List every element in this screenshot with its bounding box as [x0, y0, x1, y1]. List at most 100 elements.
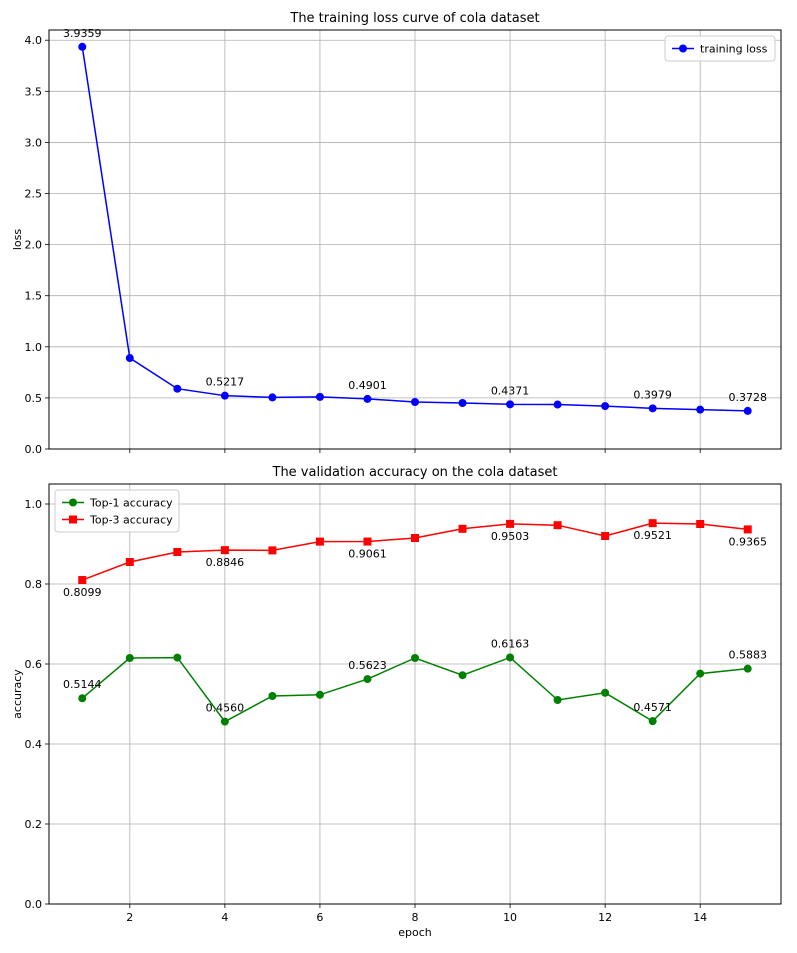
data-labels: 0.5144 0.4560 0.5623 0.6163 0.4571 0.5883 0.80…	[63, 529, 767, 714]
legend-marker	[69, 515, 77, 524]
plot-frame	[48, 29, 782, 450]
data-point	[458, 671, 467, 680]
data-label: 0.8846	[206, 556, 245, 569]
data-label: 0.9061	[348, 548, 387, 561]
x-ticks	[129, 449, 701, 453]
data-label: 0.4560	[206, 702, 245, 715]
data-label: 0.5217	[206, 376, 245, 389]
y-tick-label: 0.4	[25, 738, 43, 751]
data-label: 0.4371	[491, 384, 530, 397]
data-point	[363, 675, 372, 684]
data-point	[553, 400, 562, 409]
x-tick-label: 10	[503, 911, 517, 924]
data-point	[696, 669, 705, 678]
data-labels: 3.9359 0.5217 0.4901 0.4371 0.3979 0.3728	[63, 27, 767, 404]
data-label: 0.9503	[491, 530, 530, 543]
legend-box	[54, 489, 180, 533]
data-point	[553, 696, 562, 704]
legend-marker	[679, 44, 687, 53]
data-point	[411, 397, 419, 406]
y-tick-label: 2.5	[25, 188, 43, 201]
data-point	[363, 394, 372, 403]
data-point	[553, 521, 562, 530]
y-tick-label: 2.0	[25, 239, 43, 252]
data-label: 0.5883	[728, 649, 767, 662]
y-tick-label: 1.5	[25, 290, 43, 303]
y-tick-label: 3.5	[25, 85, 43, 98]
y-tick-label: 0.5	[25, 392, 43, 405]
legend-marker	[69, 498, 77, 507]
data-point	[220, 717, 229, 726]
data-point	[268, 692, 277, 700]
data-point	[411, 654, 419, 662]
legend: Top-1 accuracy Top-3 accuracy	[54, 489, 180, 533]
data-point	[506, 653, 515, 662]
data-point	[743, 525, 752, 534]
data-point	[173, 384, 182, 393]
x-axis-label: epoch	[398, 926, 432, 939]
data-point	[506, 519, 515, 528]
x-tick-label: 8	[412, 911, 419, 924]
series-layer	[78, 519, 752, 726]
y-tick-label: 1.0	[25, 341, 43, 354]
x-tick-label: 6	[316, 911, 323, 924]
y-tick-label: 0.0	[25, 898, 43, 911]
data-point	[173, 653, 182, 662]
legend-label: Top-3 accuracy	[89, 514, 173, 527]
y-tick-label: 0.2	[25, 818, 43, 831]
data-point	[125, 558, 134, 566]
data-point	[696, 520, 705, 528]
y-tick-label: 0.0	[25, 443, 43, 456]
data-label: 0.5144	[63, 678, 102, 691]
y-ticks: 0.0 0.5 1.0 1.5 2.0 2.5 3.0 3.5 4.0	[25, 34, 49, 456]
data-point	[696, 405, 705, 414]
data-label: 0.9365	[728, 535, 767, 548]
data-point	[743, 664, 752, 673]
data-label: 0.8099	[63, 586, 102, 599]
x-tick-label: 2	[126, 911, 133, 924]
training-loss-chart: The training loss curve of cola dataset …	[11, 11, 782, 456]
data-point	[220, 391, 229, 400]
chart-title: The training loss curve of cola dataset	[289, 11, 539, 26]
y-axis-label: loss	[11, 229, 24, 251]
data-point	[315, 690, 324, 699]
data-label: 0.9521	[633, 529, 672, 542]
y-tick-label: 0.8	[25, 578, 43, 591]
legend-label: Top-1 accuracy	[89, 497, 173, 510]
y-tick-label: 4.0	[25, 34, 43, 47]
series-layer	[78, 42, 752, 415]
data-label: 0.5623	[348, 659, 387, 672]
data-point	[173, 548, 182, 556]
data-label: 3.9359	[63, 27, 102, 40]
x-ticks: 2 4 6 8 10 12 14	[126, 904, 707, 924]
y-ticks: 0.0 0.2 0.4 0.6 0.8 1.0	[25, 498, 49, 911]
data-point	[601, 402, 610, 411]
data-point	[411, 534, 419, 542]
data-point	[78, 694, 87, 703]
legend: training loss	[664, 35, 776, 62]
data-label: 0.4571	[633, 701, 672, 714]
data-point	[648, 404, 657, 413]
data-point	[268, 393, 277, 402]
data-point	[601, 688, 610, 697]
data-point	[506, 400, 515, 409]
legend-label: training loss	[700, 43, 768, 56]
data-label: 0.4901	[348, 379, 387, 392]
data-point	[220, 546, 229, 555]
x-tick-label: 14	[693, 911, 707, 924]
data-point	[363, 537, 372, 546]
grid-layer	[49, 484, 781, 905]
data-point	[648, 717, 657, 726]
data-point	[78, 576, 87, 585]
data-point	[458, 524, 467, 533]
data-point	[125, 654, 134, 662]
data-point	[315, 392, 324, 401]
y-tick-label: 3.0	[25, 136, 43, 149]
data-point	[315, 537, 324, 546]
data-label: 0.3979	[633, 388, 672, 401]
y-axis-label: accuracy	[11, 669, 24, 719]
y-tick-label: 0.6	[25, 658, 43, 671]
data-point	[648, 519, 657, 528]
validation-accuracy-chart: The validation accuracy on the cola data…	[11, 465, 782, 939]
